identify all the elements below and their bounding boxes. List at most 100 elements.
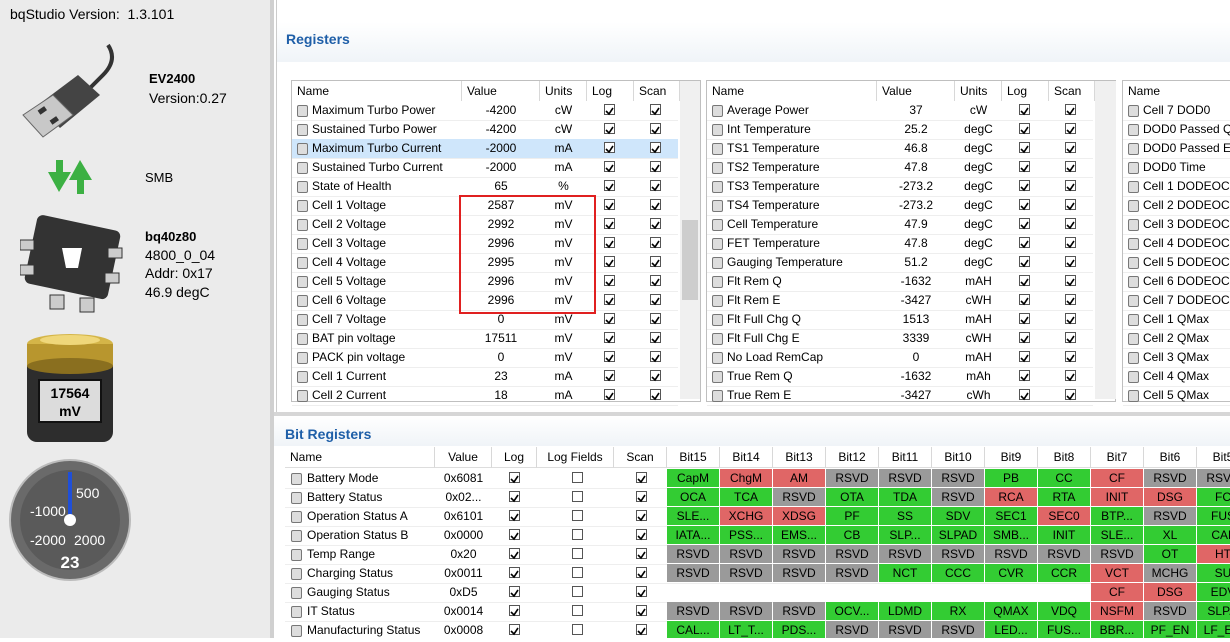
table-row[interactable]	[707, 120, 1093, 140]
table-row[interactable]	[707, 215, 1093, 235]
checkbox[interactable]	[1065, 313, 1076, 325]
column-header[interactable]: Bit6	[1144, 447, 1197, 468]
table-row[interactable]	[707, 272, 1093, 292]
column-header[interactable]: Bit12	[826, 447, 879, 468]
table-row[interactable]	[1123, 101, 1230, 121]
table-row[interactable]	[292, 139, 678, 159]
table-row[interactable]	[707, 291, 1093, 311]
checkbox[interactable]	[604, 161, 615, 173]
table-row[interactable]	[285, 564, 1230, 584]
table-row[interactable]	[292, 310, 678, 330]
checkbox[interactable]	[636, 605, 647, 617]
table-row[interactable]	[292, 234, 678, 254]
checkbox[interactable]	[1065, 294, 1076, 306]
checkbox[interactable]	[604, 123, 615, 135]
column-header[interactable]: Name	[285, 447, 435, 468]
checkbox[interactable]	[1019, 389, 1030, 401]
column-header[interactable]: Name	[1123, 81, 1230, 101]
checkbox[interactable]	[572, 510, 583, 521]
checkbox[interactable]	[636, 567, 647, 579]
checkbox[interactable]	[1065, 237, 1076, 249]
checkbox[interactable]	[636, 491, 647, 503]
checkbox[interactable]	[509, 586, 520, 598]
checkbox[interactable]	[509, 472, 520, 484]
checkbox[interactable]	[509, 491, 520, 503]
checkbox[interactable]	[1019, 275, 1030, 287]
column-header[interactable]: Scan	[614, 447, 667, 468]
column-header[interactable]: Units	[540, 81, 587, 101]
checkbox[interactable]	[650, 218, 661, 230]
checkbox[interactable]	[650, 294, 661, 306]
checkbox[interactable]	[604, 389, 615, 401]
table-row[interactable]	[292, 253, 678, 273]
table-row[interactable]	[1123, 329, 1230, 349]
checkbox[interactable]	[1065, 218, 1076, 230]
table-row[interactable]	[1123, 386, 1230, 406]
checkbox[interactable]	[572, 529, 583, 540]
checkbox[interactable]	[1065, 123, 1076, 135]
table-row[interactable]	[707, 386, 1093, 406]
checkbox[interactable]	[604, 351, 615, 363]
checkbox[interactable]	[572, 472, 583, 483]
checkbox[interactable]	[650, 104, 661, 116]
checkbox[interactable]	[604, 332, 615, 344]
checkbox[interactable]	[650, 180, 661, 192]
column-header[interactable]: Units	[955, 81, 1002, 101]
checkbox[interactable]	[509, 529, 520, 541]
checkbox[interactable]	[604, 237, 615, 249]
checkbox[interactable]	[1065, 161, 1076, 173]
checkbox[interactable]	[1065, 256, 1076, 268]
checkbox[interactable]	[604, 180, 615, 192]
checkbox[interactable]	[1019, 256, 1030, 268]
table-row[interactable]	[292, 291, 678, 311]
table-row[interactable]	[1123, 234, 1230, 254]
table-row[interactable]	[707, 234, 1093, 254]
checkbox[interactable]	[1065, 142, 1076, 154]
column-header[interactable]: Bit13	[773, 447, 826, 468]
checkbox[interactable]	[1065, 104, 1076, 116]
column-header[interactable]: Bit7	[1091, 447, 1144, 468]
checkbox[interactable]	[604, 370, 615, 382]
checkbox[interactable]	[650, 237, 661, 249]
table-row[interactable]	[1123, 253, 1230, 273]
checkbox[interactable]	[572, 586, 583, 597]
column-header[interactable]: Log	[1002, 81, 1049, 101]
checkbox[interactable]	[1019, 351, 1030, 363]
table-row[interactable]	[707, 253, 1093, 273]
column-header[interactable]: Bit9	[985, 447, 1038, 468]
checkbox[interactable]	[650, 370, 661, 382]
column-header[interactable]: Name	[707, 81, 877, 101]
table-row[interactable]	[292, 348, 678, 368]
table-row[interactable]	[707, 177, 1093, 197]
scrollbar[interactable]	[1096, 81, 1116, 399]
table-row[interactable]	[292, 101, 678, 121]
table-row[interactable]	[1123, 348, 1230, 368]
column-header[interactable]: Bit5	[1197, 447, 1230, 468]
table-row[interactable]	[1123, 272, 1230, 292]
column-header[interactable]: Scan	[634, 81, 680, 101]
checkbox[interactable]	[509, 605, 520, 617]
checkbox[interactable]	[572, 624, 583, 635]
table-row[interactable]	[292, 272, 678, 292]
checkbox[interactable]	[650, 351, 661, 363]
checkbox[interactable]	[604, 142, 615, 154]
checkbox[interactable]	[1019, 199, 1030, 211]
checkbox[interactable]	[650, 142, 661, 154]
checkbox[interactable]	[636, 529, 647, 541]
column-header[interactable]: Value	[462, 81, 540, 101]
checkbox[interactable]	[509, 624, 520, 636]
table-row[interactable]	[292, 329, 678, 349]
table-row[interactable]	[707, 196, 1093, 216]
table-row[interactable]	[292, 215, 678, 235]
table-row[interactable]	[707, 367, 1093, 387]
table-row[interactable]	[1123, 158, 1230, 178]
checkbox[interactable]	[1065, 180, 1076, 192]
checkbox[interactable]	[1065, 389, 1076, 401]
column-header[interactable]: Bit11	[879, 447, 932, 468]
column-header[interactable]: Log	[587, 81, 634, 101]
checkbox[interactable]	[636, 472, 647, 484]
table-row[interactable]	[1123, 177, 1230, 197]
checkbox[interactable]	[1065, 370, 1076, 382]
table-row[interactable]	[1123, 310, 1230, 330]
column-header[interactable]: Log	[492, 447, 537, 468]
